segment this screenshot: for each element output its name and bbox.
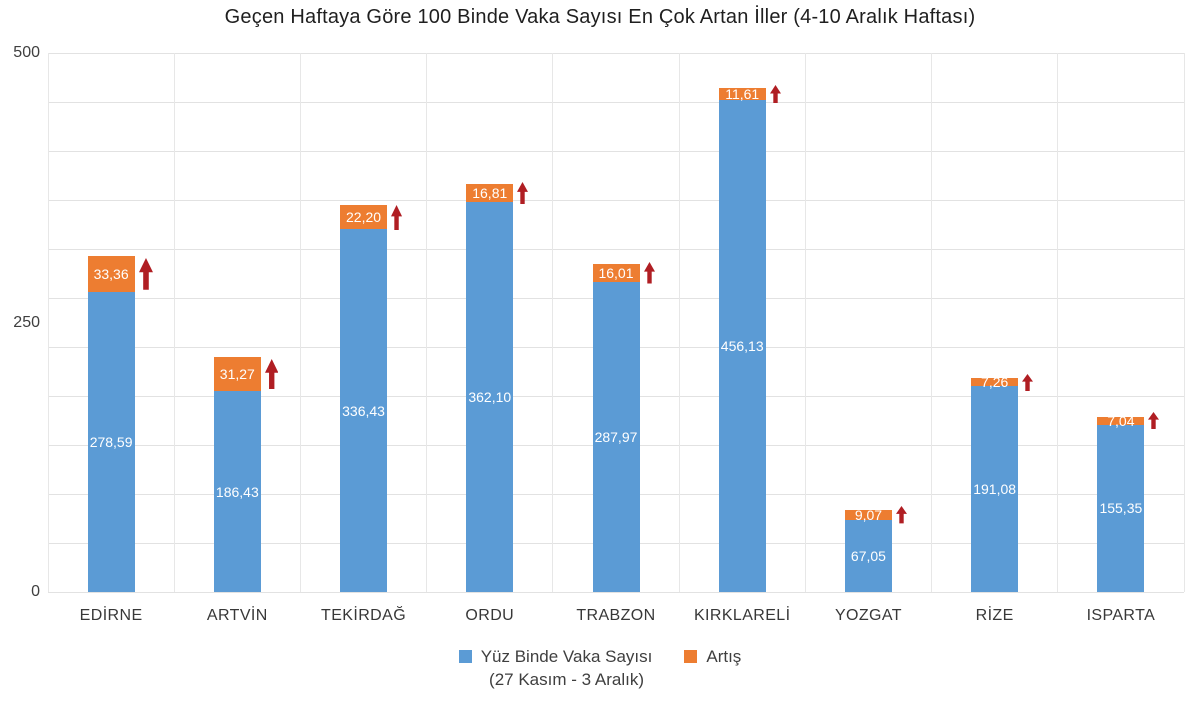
bar-group-ri̇ze: 191,08 7,26 [971,374,1019,592]
bar-base-segment: 456,13 [718,100,766,592]
increase-up-arrow-icon [769,84,781,104]
bar-increase-value-label: 7,26 [981,374,1009,391]
bar-base-value-label: 278,59 [89,433,133,450]
y-axis-tick-label: 250 [13,313,40,331]
bar-increase-value-label: 22,20 [346,209,382,226]
bar-base-segment: 336,43 [340,229,388,592]
y-axis-tick-label: 0 [31,583,40,600]
x-axis-label-ri̇ze: RİZE [975,607,1014,624]
bar-increase-segment: 16,81 [466,183,514,202]
bar-increase-segment: 11,61 [718,86,766,103]
bar-group-ordu: 362,10 16,81 [466,183,514,592]
bar-base-value-label: 336,43 [342,402,385,419]
bar-base-value-label: 155,35 [1099,500,1143,517]
bar-base-segment: 287,97 [592,281,640,592]
bar-group-yozgat: 67,05 9,07 [844,506,892,592]
legend-sublabel-cases: (27 Kasım - 3 Aralık) [489,670,644,689]
bar-base-segment: 67,05 [844,519,892,592]
gridline-horizontal [48,248,1184,250]
bar-increase-segment: 16,01 [592,264,640,282]
bar-base-value-label: 287,97 [594,428,638,445]
increase-up-arrow-icon [138,257,153,290]
gridline-horizontal [48,52,1184,54]
chart-title: Geçen Haftaya Göre 100 Binde Vaka Sayısı… [224,6,976,28]
gridline-vertical [299,53,301,592]
legend-item-increase: Artış [684,645,741,668]
bar-increase-segment: 31,27 [213,357,261,392]
bar-base-segment: 278,59 [87,291,135,592]
bar-group-isparta: 155,35 7,04 [1097,412,1145,592]
legend-swatch-increase-icon [684,650,698,663]
bar-increase-value-label: 33,36 [93,265,129,282]
bar-increase-segment: 22,20 [340,205,388,230]
increase-up-arrow-icon [391,204,403,230]
x-axis-label-kirklareli̇: KIRKLARELİ [693,607,791,624]
x-axis-label-yozgat: YOZGAT [834,607,902,624]
gridline-horizontal [48,101,1184,103]
gridline-vertical [1183,53,1185,592]
bar-increase-segment: 33,36 [87,255,135,292]
bar-increase-segment: 9,07 [844,506,892,523]
x-axis-label-edi̇rne: EDİRNE [79,607,143,624]
bar-increase-value-label: 16,01 [598,264,634,281]
increase-up-arrow-icon [1022,373,1034,391]
increase-up-arrow-icon [643,262,655,284]
bar-increase-value-label: 7,04 [1107,412,1135,429]
gridline-horizontal [48,150,1184,152]
bar-increase-value-label: 31,27 [219,366,255,383]
increase-up-arrow-icon [1148,412,1160,430]
bar-group-edi̇rne: 278,59 33,36 [87,255,135,592]
x-axis-label-artvi̇n: ARTVİN [206,607,268,624]
bar-base-value-label: 191,08 [973,481,1017,498]
bar-group-kirklareli̇: 456,13 11,61 [718,86,766,592]
bar-base-value-label: 456,13 [720,338,764,355]
bar-base-segment: 155,35 [1097,424,1145,592]
increase-up-arrow-icon [264,358,279,390]
x-axis-label-ordu: ORDU [465,607,515,624]
bar-increase-segment: 7,26 [971,374,1019,391]
legend: Yüz Binde Vaka Sayısı (27 Kasım - 3 Aral… [0,645,1200,691]
bar-base-value-label: 186,43 [215,483,259,500]
bar-increase-segment: 7,04 [1097,412,1145,429]
increase-up-arrow-icon [895,506,907,524]
bar-base-segment: 191,08 [971,386,1019,592]
x-axis-label-isparta: ISPARTA [1086,607,1156,624]
bar-group-teki̇rdağ: 336,43 22,20 [340,205,388,592]
legend-label-cases: Yüz Binde Vaka Sayısı [480,647,653,666]
gridline-vertical [173,53,175,592]
gridline-vertical [47,53,49,592]
bar-base-segment: 362,10 [466,201,514,592]
gridline-horizontal [48,591,1184,593]
gridline-vertical [426,53,428,592]
increase-up-arrow-icon [517,181,529,204]
gridline-vertical [804,53,806,592]
gridline-vertical [552,53,554,592]
plot-area: 278,59 33,36 186,43 31,27 336,43 22,20 362,10 1… [47,52,1185,593]
bar-base-segment: 186,43 [213,391,261,592]
gridline-vertical [931,53,933,592]
legend-label-increase: Artış [706,647,742,666]
bar-increase-value-label: 9,07 [854,506,883,523]
bar-group-artvi̇n: 186,43 31,27 [213,357,261,592]
legend-swatch-cases-icon [458,650,472,663]
bar-base-value-label: 67,05 [850,547,886,564]
gridline-horizontal [48,199,1184,201]
gridline-vertical [1057,53,1059,592]
bar-base-value-label: 362,10 [468,388,512,405]
x-axis-label-teki̇rdağ: TEKİRDAĞ [321,607,407,624]
legend-item-cases: Yüz Binde Vaka Sayısı (27 Kasım - 3 Aral… [458,645,653,691]
bar-group-trabzon: 287,97 16,01 [592,264,640,592]
bar-increase-value-label: 11,61 [725,86,760,103]
y-axis-tick-label: 500 [13,44,40,61]
bar-increase-value-label: 16,81 [472,184,508,201]
x-axis-label-trabzon: TRABZON [576,607,656,624]
gridline-vertical [678,53,680,592]
legend-cases-text: Yüz Binde Vaka Sayısı (27 Kasım - 3 Aral… [481,645,653,691]
